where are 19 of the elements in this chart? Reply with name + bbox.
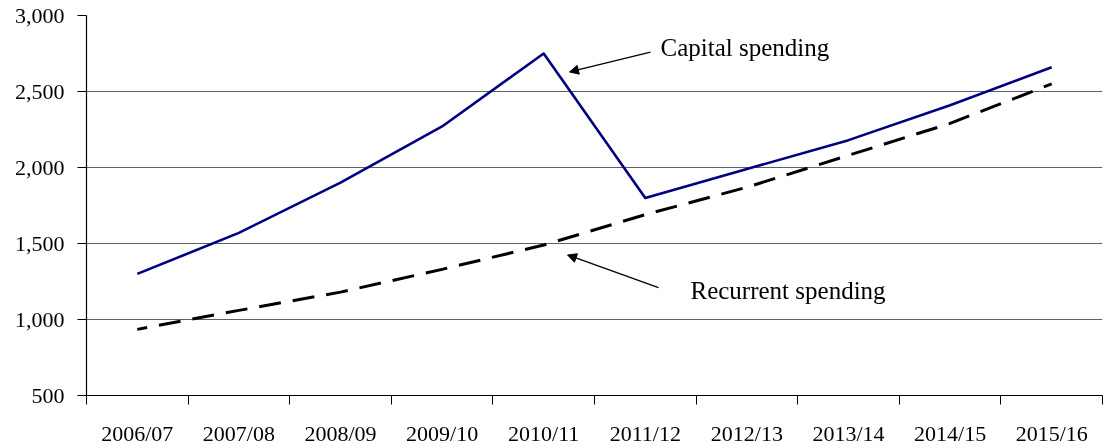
y-tick-label: 500 [31, 382, 65, 408]
x-tick-label: 2014/15 [914, 420, 987, 446]
annotation: Recurrent spending [690, 277, 887, 305]
x-tick-label: 2015/16 [1015, 420, 1088, 446]
x-tick-label: 2013/14 [812, 420, 885, 446]
annotation: Capital spending [660, 33, 830, 61]
y-tick-label: 1,000 [15, 306, 65, 332]
line-series [135, 82, 1054, 331]
y-tick-label: 3,000 [15, 2, 65, 28]
y-tick-label: 2,500 [15, 78, 65, 104]
x-tick-label: 2008/09 [304, 420, 377, 446]
x-tick-label: 2010/11 [508, 420, 580, 446]
y-tick-label: 1,500 [15, 230, 65, 256]
y-tick-label: 2,000 [15, 154, 65, 180]
x-tick-label: 2007/08 [202, 420, 275, 446]
x-tick-label: 2006/07 [101, 420, 174, 446]
x-tick-label: 2011/12 [609, 420, 681, 446]
x-tick-label: 2012/13 [710, 420, 783, 446]
x-tick-label: 2009/10 [406, 420, 479, 446]
